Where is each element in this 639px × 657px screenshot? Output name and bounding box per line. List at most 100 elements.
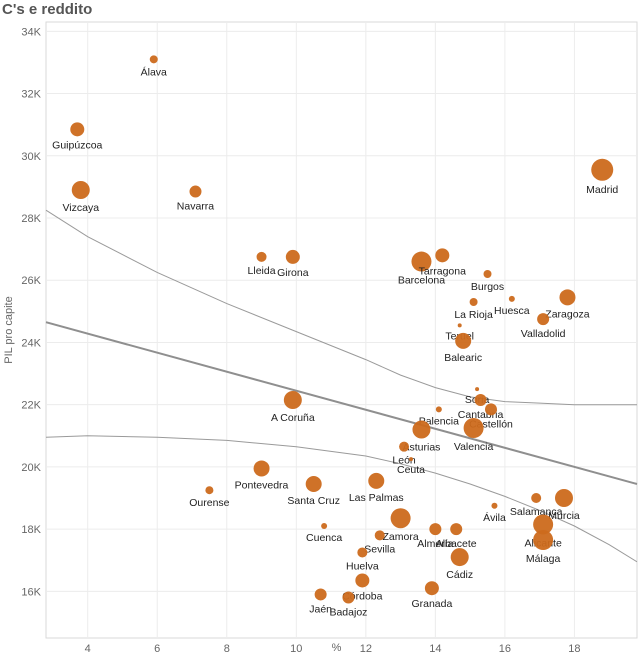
chart-title: C's e reddito bbox=[2, 1, 93, 18]
data-point-label: Cuenca bbox=[306, 532, 342, 544]
data-point-label: Madrid bbox=[586, 184, 618, 196]
data-point-label: Ávila bbox=[483, 511, 506, 524]
data-point-label: Valladolid bbox=[521, 328, 566, 340]
data-point-label: Valencia bbox=[454, 441, 494, 453]
data-point-label: Almería bbox=[417, 538, 453, 550]
data-point bbox=[411, 251, 432, 272]
y-axis-label: PIL pro capite bbox=[3, 296, 15, 363]
x-tick-label: 4 bbox=[85, 643, 91, 655]
y-tick-label: 18K bbox=[21, 524, 41, 536]
data-point bbox=[342, 591, 355, 604]
data-point bbox=[253, 460, 270, 477]
data-point bbox=[450, 548, 469, 567]
data-point-label: Albacete bbox=[436, 538, 477, 550]
data-point bbox=[435, 248, 450, 263]
data-point-label: Jaén bbox=[309, 603, 332, 615]
data-point bbox=[457, 323, 462, 328]
data-point-label: Málaga bbox=[526, 553, 561, 565]
confidence-band-lower bbox=[45, 435, 638, 563]
data-point-label: Santa Cruz bbox=[287, 495, 340, 507]
data-point bbox=[554, 489, 573, 507]
data-point bbox=[390, 508, 411, 529]
data-point bbox=[71, 181, 90, 199]
data-point-label: Huelva bbox=[346, 560, 379, 572]
data-point bbox=[321, 523, 328, 529]
data-point bbox=[368, 472, 385, 489]
data-point bbox=[537, 313, 550, 326]
data-point bbox=[305, 476, 322, 492]
data-point bbox=[463, 418, 484, 438]
x-tick-label: 14 bbox=[429, 643, 441, 655]
data-point bbox=[533, 514, 554, 535]
y-tick-label: 26K bbox=[21, 275, 41, 287]
data-point bbox=[149, 55, 158, 64]
data-point bbox=[355, 573, 370, 588]
data-point bbox=[429, 523, 442, 536]
data-point-label: Sevilla bbox=[364, 543, 395, 555]
y-tick-label: 30K bbox=[21, 151, 41, 163]
data-point bbox=[399, 441, 410, 452]
data-point-label: Murcia bbox=[548, 510, 580, 522]
data-point-label: Granada bbox=[411, 598, 452, 610]
data-point-label: Vizcaya bbox=[62, 202, 99, 214]
data-point bbox=[531, 493, 542, 503]
trend-line bbox=[45, 321, 638, 485]
data-point bbox=[70, 122, 85, 137]
data-point bbox=[483, 270, 492, 278]
data-point-label: Badajoz bbox=[329, 607, 367, 619]
x-tick-label: 8 bbox=[224, 643, 230, 655]
data-point bbox=[205, 486, 214, 495]
x-tick-label: 6 bbox=[154, 643, 160, 655]
y-tick-label: 24K bbox=[21, 337, 41, 349]
data-point bbox=[474, 394, 487, 406]
data-point-label: Zaragoza bbox=[545, 308, 590, 320]
data-point bbox=[189, 185, 202, 198]
y-tick-label: 34K bbox=[21, 26, 41, 38]
data-point-label: Cádiz bbox=[446, 569, 473, 581]
data-point bbox=[357, 547, 368, 558]
y-tick-label: 32K bbox=[21, 89, 41, 101]
data-point-label: Las Palmas bbox=[349, 492, 404, 504]
data-point-label: Balearic bbox=[444, 352, 482, 364]
data-point bbox=[374, 530, 385, 541]
data-point-label: Salamanca bbox=[510, 506, 563, 518]
data-point bbox=[450, 523, 463, 536]
data-point-label: Álava bbox=[141, 65, 167, 78]
data-point bbox=[475, 387, 480, 392]
data-point-label: Girona bbox=[277, 267, 309, 279]
data-point bbox=[283, 391, 302, 409]
x-axis-label: % bbox=[332, 642, 342, 654]
data-point bbox=[469, 298, 478, 306]
data-point bbox=[491, 502, 498, 509]
data-point bbox=[591, 158, 614, 181]
data-point-label: Zamora bbox=[383, 531, 419, 543]
x-tick-label: 10 bbox=[290, 643, 302, 655]
data-point-label: Ourense bbox=[189, 497, 229, 509]
data-point bbox=[409, 457, 414, 462]
data-point-label: Huesca bbox=[494, 305, 530, 317]
data-point-label: Ceuta bbox=[397, 464, 425, 476]
data-point bbox=[508, 295, 515, 302]
y-tick-label: 28K bbox=[21, 213, 41, 225]
y-tick-label: 22K bbox=[21, 400, 41, 412]
data-point bbox=[314, 588, 327, 601]
data-point bbox=[435, 406, 442, 413]
data-point-label: Burgos bbox=[471, 281, 504, 293]
data-point bbox=[455, 332, 472, 349]
data-point bbox=[559, 289, 576, 306]
data-point-label: Guipúzcoa bbox=[52, 139, 102, 151]
data-point bbox=[412, 420, 431, 439]
data-point bbox=[533, 530, 554, 550]
data-point-label: Pontevedra bbox=[235, 479, 289, 491]
y-tick-label: 16K bbox=[21, 586, 41, 598]
data-point-label: Asturias bbox=[402, 442, 440, 454]
data-point bbox=[285, 249, 300, 264]
data-point-label: A Coruña bbox=[271, 412, 315, 424]
confidence-band-upper bbox=[45, 209, 637, 406]
x-tick-label: 12 bbox=[360, 643, 372, 655]
data-point bbox=[256, 251, 267, 262]
y-tick-label: 20K bbox=[21, 462, 41, 474]
data-point-label: Navarra bbox=[177, 201, 215, 213]
x-tick-label: 18 bbox=[568, 643, 580, 655]
